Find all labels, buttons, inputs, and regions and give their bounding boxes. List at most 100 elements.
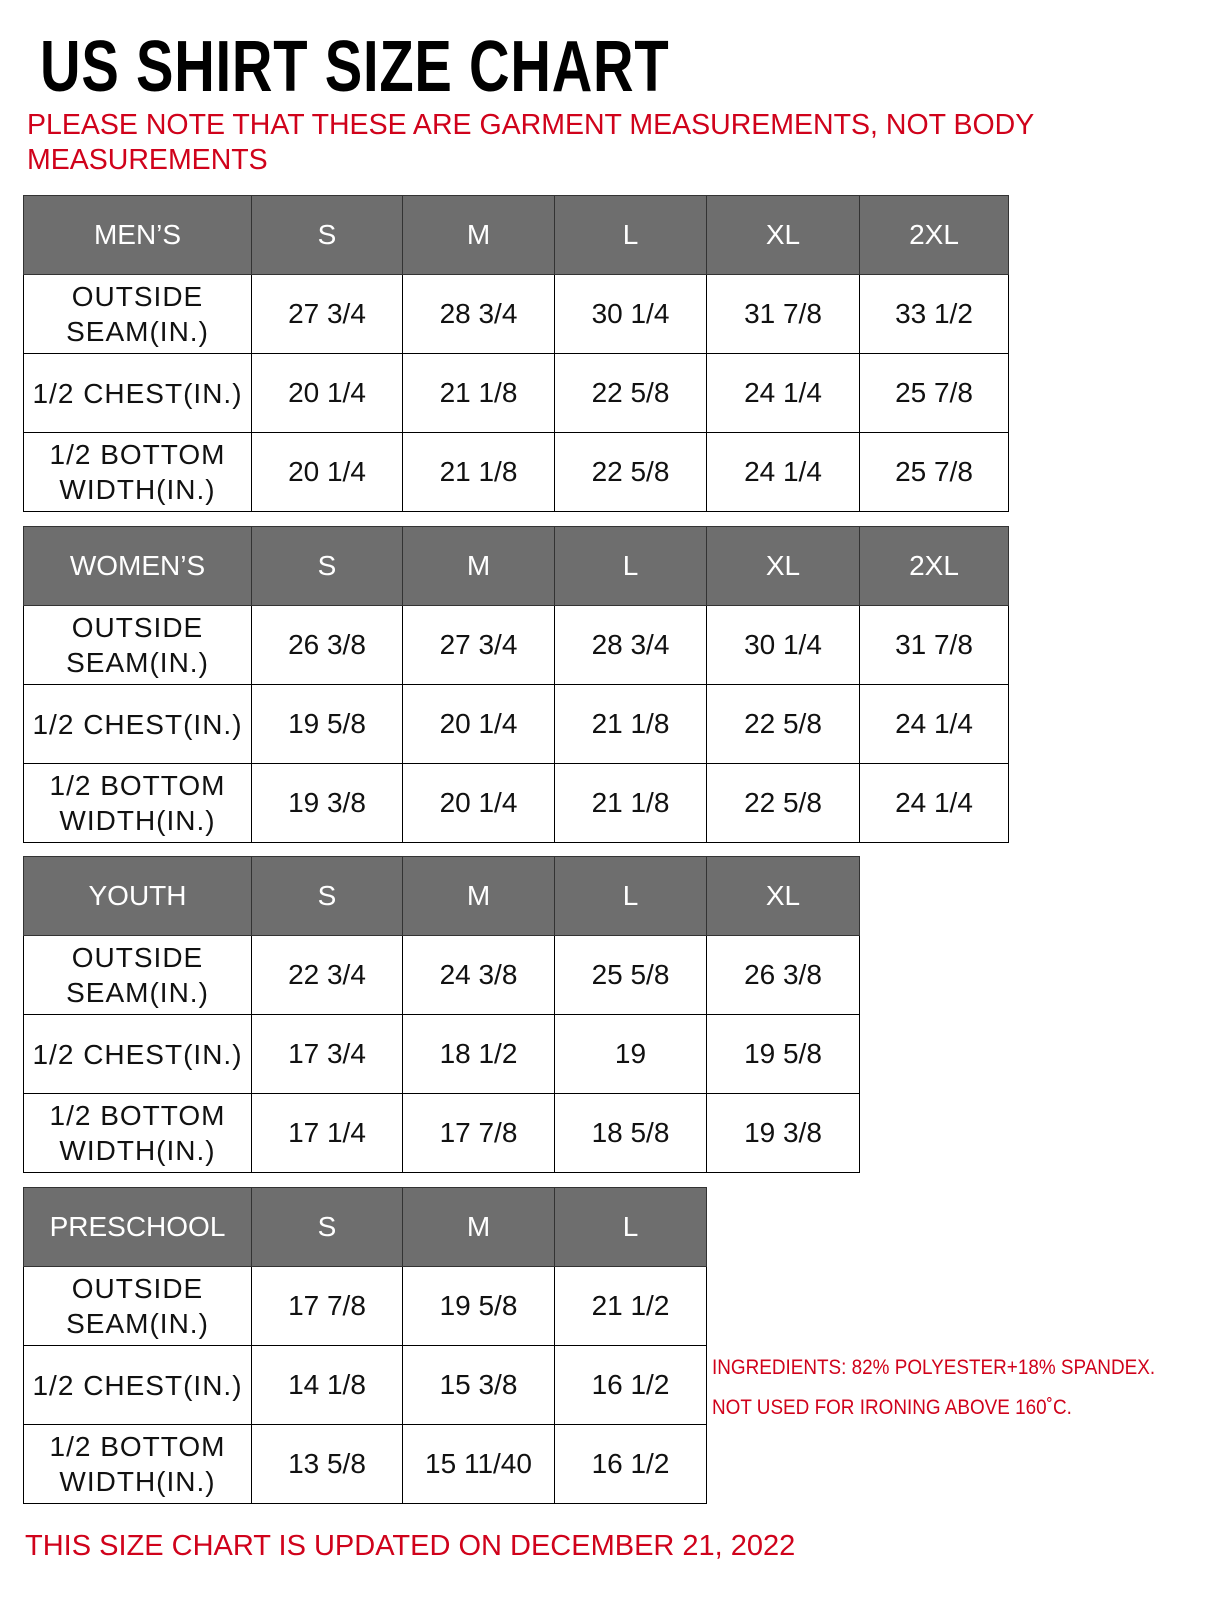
measurement-value: 30 1/4 (554, 274, 707, 354)
measurement-value: 19 (554, 1014, 707, 1094)
measurement-value: 14 1/8 (251, 1345, 403, 1425)
measurement-value: 19 5/8 (402, 1266, 555, 1346)
measurement-value: 19 3/8 (706, 1093, 860, 1173)
measurement-value: 28 3/4 (402, 274, 555, 354)
measurement-value: 19 5/8 (251, 684, 403, 764)
size-header: M (402, 1187, 555, 1267)
measurement-label: OUTSIDE SEAM(IN.) (23, 274, 252, 354)
category-header: YOUTH (23, 856, 252, 936)
table-row: 1/2 CHEST(IN.) 17 3/4 18 1/2 19 19 5/8 (23, 1014, 860, 1094)
measurement-value: 24 1/4 (859, 763, 1009, 843)
measurement-value: 21 1/2 (554, 1266, 707, 1346)
size-header: L (554, 526, 707, 606)
measurement-value: 26 3/8 (706, 935, 860, 1015)
size-header: M (402, 526, 555, 606)
size-header: L (554, 1187, 707, 1267)
size-header: L (554, 856, 707, 936)
measurement-label: OUTSIDE SEAM(IN.) (23, 605, 252, 685)
measurement-value: 15 3/8 (402, 1345, 555, 1425)
measurement-value: 28 3/4 (554, 605, 707, 685)
measurement-label: OUTSIDE SEAM(IN.) (23, 935, 252, 1015)
measurement-value: 20 1/4 (251, 432, 403, 512)
measurement-value: 19 5/8 (706, 1014, 860, 1094)
garment-note: PLEASE NOTE THAT THESE ARE GARMENT MEASU… (27, 109, 1034, 176)
measurement-label: 1/2 BOTTOM WIDTH(IN.) (23, 1424, 252, 1504)
measurement-value: 21 1/8 (402, 432, 555, 512)
measurement-value: 31 7/8 (706, 274, 860, 354)
table-row: 1/2 BOTTOM WIDTH(IN.) 20 1/4 21 1/8 22 5/8 2… (23, 432, 1009, 512)
measurement-label: 1/2 CHEST(IN.) (23, 1014, 252, 1094)
size-table-1: WOMEN’S S M L XL 2XL OUTSIDE SEAM(IN.) 26 3/8 27… (23, 526, 1009, 843)
measurement-value: 25 7/8 (859, 353, 1009, 433)
measurement-label: 1/2 CHEST(IN.) (23, 353, 252, 433)
measurement-value: 17 3/4 (251, 1014, 403, 1094)
table-header-row: MEN’S S M L XL 2XL (23, 195, 1009, 275)
measurement-value: 16 1/2 (554, 1424, 707, 1504)
measurement-value: 17 7/8 (402, 1093, 555, 1173)
size-table-0: MEN’S S M L XL 2XL OUTSIDE SEAM(IN.) 27 3/4 28 3… (23, 195, 1009, 512)
updated-date-text: THIS SIZE CHART IS UPDATED ON DECEMBER 2… (25, 1530, 796, 1562)
measurement-value: 33 1/2 (859, 274, 1009, 354)
measurement-value: 20 1/4 (402, 763, 555, 843)
table-header-row: WOMEN’S S M L XL 2XL (23, 526, 1009, 606)
measurement-value: 22 3/4 (251, 935, 403, 1015)
category-header: MEN’S (23, 195, 252, 275)
measurement-label: 1/2 CHEST(IN.) (23, 684, 252, 764)
size-header: L (554, 195, 707, 275)
table-row: OUTSIDE SEAM(IN.) 27 3/4 28 3/4 30 1/4 31 7/… (23, 274, 1009, 354)
size-table-2: YOUTH S M L XL OUTSIDE SEAM(IN.) 22 3/4 24 3/8 2… (23, 856, 860, 1173)
size-header: M (402, 856, 555, 936)
measurement-value: 19 3/8 (251, 763, 403, 843)
measurement-value: 20 1/4 (251, 353, 403, 433)
measurement-value: 17 1/4 (251, 1093, 403, 1173)
measurement-label: 1/2 BOTTOM WIDTH(IN.) (23, 1093, 252, 1173)
size-header: S (251, 1187, 403, 1267)
measurement-value: 22 5/8 (554, 432, 707, 512)
measurement-value: 22 5/8 (706, 684, 860, 764)
measurement-value: 26 3/8 (251, 605, 403, 685)
measurement-value: 24 1/4 (706, 432, 860, 512)
measurement-value: 13 5/8 (251, 1424, 403, 1504)
measurement-value: 21 1/8 (554, 763, 707, 843)
measurement-label: 1/2 BOTTOM WIDTH(IN.) (23, 763, 252, 843)
ironing-text: NOT USED FOR IRONING ABOVE 160˚C. (712, 1396, 1072, 1419)
measurement-value: 18 5/8 (554, 1093, 707, 1173)
table-row: 1/2 CHEST(IN.) 14 1/8 15 3/8 16 1/2 (23, 1345, 707, 1425)
table-row: OUTSIDE SEAM(IN.) 22 3/4 24 3/8 25 5/8 26 3/… (23, 935, 860, 1015)
measurement-value: 24 1/4 (706, 353, 860, 433)
table-row: OUTSIDE SEAM(IN.) 26 3/8 27 3/4 28 3/4 30 1/… (23, 605, 1009, 685)
size-header: 2XL (859, 195, 1009, 275)
table-row: 1/2 BOTTOM WIDTH(IN.) 13 5/8 15 11/40 16 1/… (23, 1424, 707, 1504)
table-header-row: YOUTH S M L XL (23, 856, 860, 936)
table-row: OUTSIDE SEAM(IN.) 17 7/8 19 5/8 21 1/2 (23, 1266, 707, 1346)
measurement-value: 22 5/8 (706, 763, 860, 843)
measurement-value: 27 3/4 (402, 605, 555, 685)
table-header-row: PRESCHOOL S M L (23, 1187, 707, 1267)
measurement-value: 24 1/4 (859, 684, 1009, 764)
measurement-label: 1/2 CHEST(IN.) (23, 1345, 252, 1425)
measurement-value: 16 1/2 (554, 1345, 707, 1425)
size-header: M (402, 195, 555, 275)
category-header: WOMEN’S (23, 526, 252, 606)
measurement-value: 30 1/4 (706, 605, 860, 685)
size-header: S (251, 856, 403, 936)
size-header: XL (706, 526, 860, 606)
size-header: XL (706, 195, 860, 275)
measurement-value: 20 1/4 (402, 684, 555, 764)
table-row: 1/2 CHEST(IN.) 20 1/4 21 1/8 22 5/8 24 1/4 25… (23, 353, 1009, 433)
size-table-3: PRESCHOOL S M L OUTSIDE SEAM(IN.) 17 7/8 19 5/… (23, 1187, 707, 1504)
ingredients-text: INGREDIENTS: 82% POLYESTER+18% SPANDEX. (712, 1356, 1156, 1379)
size-header: S (251, 526, 403, 606)
measurement-value: 22 5/8 (554, 353, 707, 433)
size-header: 2XL (859, 526, 1009, 606)
page-title: US SHIRT SIZE CHART (40, 27, 670, 107)
measurement-label: 1/2 BOTTOM WIDTH(IN.) (23, 432, 252, 512)
measurement-value: 25 5/8 (554, 935, 707, 1015)
table-row: 1/2 CHEST(IN.) 19 5/8 20 1/4 21 1/8 22 5/8 24… (23, 684, 1009, 764)
measurement-label: OUTSIDE SEAM(IN.) (23, 1266, 252, 1346)
measurement-value: 24 3/8 (402, 935, 555, 1015)
measurement-value: 21 1/8 (402, 353, 555, 433)
measurement-value: 25 7/8 (859, 432, 1009, 512)
measurement-value: 31 7/8 (859, 605, 1009, 685)
table-row: 1/2 BOTTOM WIDTH(IN.) 19 3/8 20 1/4 21 1/8 2… (23, 763, 1009, 843)
